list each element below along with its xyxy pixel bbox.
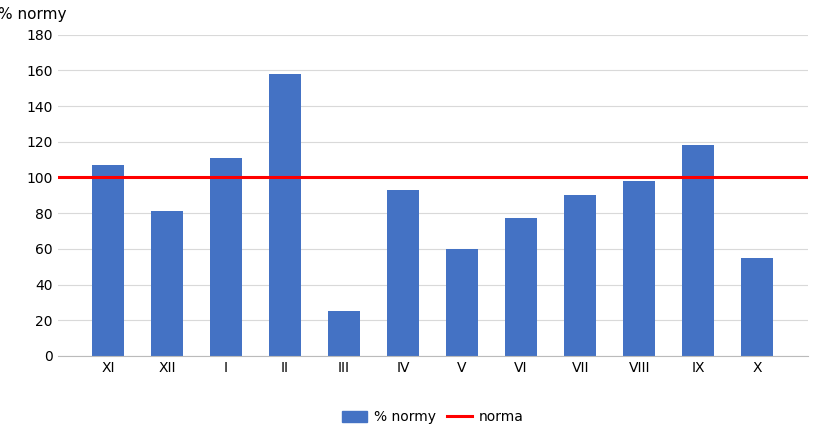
Bar	[741, 258, 774, 356]
Bar	[386, 190, 419, 356]
Bar	[623, 181, 655, 356]
Bar	[446, 249, 479, 356]
Bar	[210, 158, 242, 356]
Bar	[269, 74, 302, 356]
Bar	[682, 145, 714, 356]
Bar	[564, 195, 597, 356]
Bar	[91, 165, 124, 356]
Bar	[151, 211, 183, 356]
Legend: % normy, norma: % normy, norma	[336, 404, 529, 430]
Text: % normy: % normy	[0, 7, 66, 22]
Bar	[328, 311, 360, 356]
Bar	[505, 218, 537, 356]
